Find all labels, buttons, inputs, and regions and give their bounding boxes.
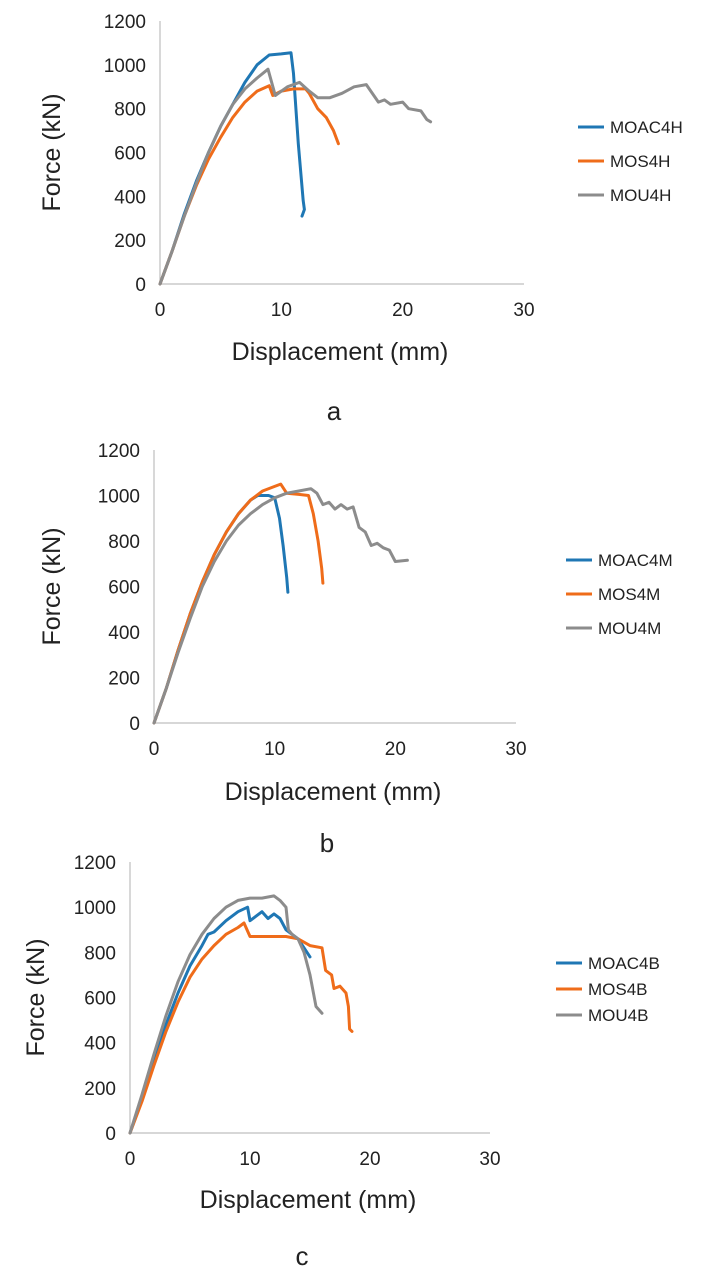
- x-tick-label: 20: [392, 300, 413, 321]
- x-tick-label: 30: [505, 739, 526, 760]
- y-tick-label: 1000: [104, 56, 146, 77]
- series-line-mos4h: [158, 84, 340, 286]
- y-tick-label: 800: [108, 532, 140, 553]
- y-tick-label: 1200: [98, 441, 140, 462]
- x-tick-label: 30: [513, 300, 534, 321]
- x-tick-label: 10: [239, 1149, 260, 1170]
- chart-panel-c: 0 200 400 600 800 1000 1200 0 10 20 30 Displacement…: [22, 853, 660, 1271]
- y-tick-label: 400: [114, 187, 146, 208]
- panel-label: c: [296, 1241, 309, 1271]
- y-tick-label: 200: [108, 669, 140, 690]
- legend-label: MOU4H: [610, 186, 671, 205]
- x-tick-label: 0: [149, 739, 160, 760]
- legend-label: MOS4B: [588, 980, 648, 999]
- series-line-mou4h: [158, 67, 433, 286]
- y-tick-label: 1200: [74, 853, 116, 874]
- x-tick-label: 0: [125, 1149, 136, 1170]
- legend-label: MOU4M: [598, 619, 661, 638]
- x-tick-label: 20: [385, 739, 406, 760]
- x-tick-label: 10: [271, 300, 292, 321]
- x-axis-title: Displacement (mm): [200, 1186, 417, 1214]
- x-tick-label: 30: [479, 1149, 500, 1170]
- y-tick-label: 400: [108, 623, 140, 644]
- y-tick-label: 0: [129, 714, 140, 735]
- y-tick-label: 800: [114, 100, 146, 121]
- chart-panel-b: 0 200 400 600 800 1000 1200 0 10 20 30 Displacement…: [38, 441, 673, 858]
- x-tick-label: 0: [155, 300, 166, 321]
- y-axis-title: Force (kN): [38, 527, 66, 645]
- legend-label: MOAC4H: [610, 118, 683, 137]
- y-tick-label: 1000: [74, 898, 116, 919]
- y-tick-label: 1200: [104, 12, 146, 33]
- y-tick-label: 1000: [98, 487, 140, 508]
- y-tick-label: 600: [114, 144, 146, 165]
- series-line-mos4b: [128, 921, 354, 1135]
- series-line-mou4b: [128, 894, 324, 1135]
- legend-label: MOAC4M: [598, 551, 673, 570]
- panel-label: a: [327, 396, 342, 426]
- x-tick-label: 10: [264, 739, 285, 760]
- y-tick-label: 200: [114, 231, 146, 252]
- y-tick-label: 200: [84, 1079, 116, 1100]
- x-axis-title: Displacement (mm): [232, 338, 449, 366]
- y-tick-label: 600: [84, 989, 116, 1010]
- legend-label: MOU4B: [588, 1006, 648, 1025]
- y-tick-label: 0: [135, 275, 146, 296]
- series-line-mos4m: [152, 482, 325, 725]
- y-tick-label: 0: [105, 1124, 116, 1145]
- series-line-moac4h: [158, 51, 306, 286]
- legend-label: MOS4M: [598, 585, 660, 604]
- series-line-mou4m: [152, 487, 409, 725]
- x-tick-label: 20: [359, 1149, 380, 1170]
- chart-panel-a: 0 200 400 600 800 1000 1200 0 10 20 30 Displacement…: [38, 12, 683, 426]
- y-axis-title: Force (kN): [22, 938, 50, 1056]
- series-line-moac4m: [152, 494, 290, 725]
- panel-label: b: [320, 828, 334, 858]
- y-tick-label: 800: [84, 943, 116, 964]
- legend-label: MOS4H: [610, 152, 670, 171]
- y-axis-title: Force (kN): [38, 93, 66, 211]
- legend-label: MOAC4B: [588, 954, 660, 973]
- y-tick-label: 600: [108, 578, 140, 599]
- y-tick-label: 400: [84, 1034, 116, 1055]
- x-axis-title: Displacement (mm): [225, 778, 442, 806]
